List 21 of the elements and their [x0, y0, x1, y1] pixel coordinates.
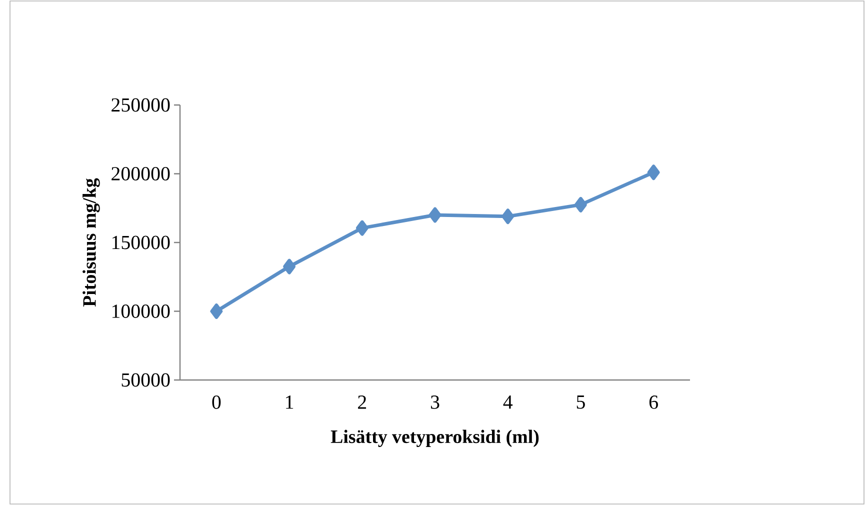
point — [574, 196, 587, 212]
x-tick-label: 1 — [286, 396, 294, 409]
y-tick-label: 50000 — [122, 373, 170, 387]
x-axis-title: Lisätty vetyperoksidi (ml) — [330, 430, 539, 448]
x-tick-label: 2 — [358, 396, 366, 409]
x-tick-label: 5 — [576, 396, 585, 409]
y-tick-label: 200000 — [112, 167, 170, 180]
point — [428, 207, 442, 223]
y-tick-label: 250000 — [112, 98, 170, 112]
x-tick-label: 4 — [503, 396, 513, 409]
y-tick-label: 100000 — [112, 304, 170, 318]
point — [210, 304, 223, 319]
point — [647, 164, 660, 180]
x-tick-label: 6 — [649, 396, 658, 409]
point — [283, 258, 296, 274]
x-tick-label: 3 — [430, 396, 440, 409]
x-tick-label: 0 — [212, 396, 221, 409]
point — [502, 208, 514, 224]
point — [356, 220, 368, 236]
y-axis-title: Pitoisuus mg/kg — [82, 178, 100, 307]
y-tick-label: 150000 — [112, 236, 170, 250]
